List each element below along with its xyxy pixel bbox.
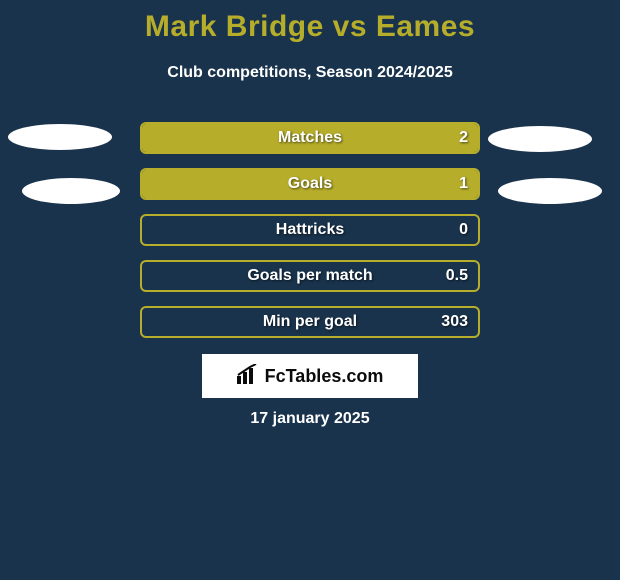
page-title: Mark Bridge vs Eames	[0, 10, 620, 44]
brand-text: FcTables.com	[265, 366, 384, 387]
stat-row: Matches 2	[140, 122, 480, 154]
stat-row: Goals 1	[140, 168, 480, 200]
stat-row: Min per goal 303	[140, 306, 480, 338]
brand-badge: FcTables.com	[202, 354, 418, 398]
stat-value: 0	[459, 214, 468, 246]
stats-rows: Matches 2 Goals 1 Hattricks 0 Goals per match 0…	[0, 122, 620, 338]
stat-label: Goals per match	[247, 260, 372, 292]
stat-row: Goals per match 0.5	[140, 260, 480, 292]
stat-value: 2	[459, 122, 468, 154]
stat-value: 303	[441, 306, 468, 338]
stat-label: Matches	[278, 122, 342, 154]
stat-label: Hattricks	[276, 214, 344, 246]
stats-chart: Matches 2 Goals 1 Hattricks 0 Goals per match 0…	[0, 122, 620, 338]
bar-chart-icon	[237, 364, 259, 389]
stat-value: 0.5	[446, 260, 468, 292]
stat-row: Hattricks 0	[140, 214, 480, 246]
subtitle: Club competitions, Season 2024/2025	[0, 64, 620, 82]
date-label: 17 january 2025	[0, 410, 620, 428]
stat-value: 1	[459, 168, 468, 200]
comparison-infographic: Mark Bridge vs Eames Club competitions, …	[0, 0, 620, 580]
stat-label: Min per goal	[263, 306, 357, 338]
stat-label: Goals	[288, 168, 332, 200]
